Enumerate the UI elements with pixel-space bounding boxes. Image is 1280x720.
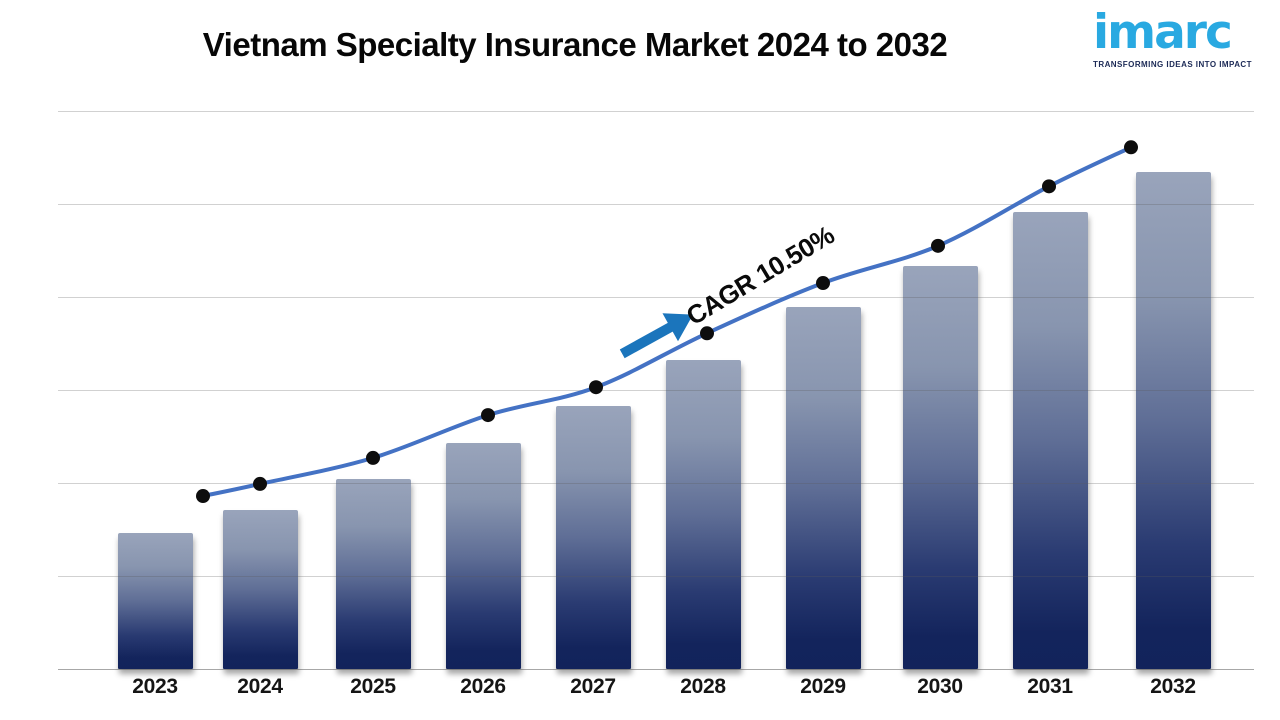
bar-2028 <box>665 360 741 669</box>
bar-2032 <box>1135 172 1211 669</box>
line-marker-2023 <box>196 489 210 504</box>
x-axis-label-2030: 2030 <box>917 675 963 698</box>
gridline <box>58 390 1254 391</box>
line-marker-2027 <box>589 380 603 395</box>
gridline <box>58 576 1254 577</box>
line-marker-2030 <box>931 238 945 253</box>
x-axis-label-2031: 2031 <box>1027 675 1073 698</box>
x-axis-label-2028: 2028 <box>680 675 726 698</box>
bar-2024 <box>222 510 298 669</box>
imarc-wordmark: imarc <box>1093 5 1233 60</box>
x-axis-baseline <box>58 669 1254 670</box>
chart-title: Vietnam Specialty Insurance Market 2024 … <box>202 26 948 63</box>
x-axis-label-2026: 2026 <box>460 675 506 698</box>
bar-2025 <box>335 479 411 669</box>
bar-2026 <box>445 443 521 669</box>
imarc-logo: imarc TRANSFORMING IDEAS INTO IMPACT <box>1093 4 1258 69</box>
line-marker-2031 <box>1042 179 1056 194</box>
line-marker-2029 <box>816 276 830 291</box>
x-axis-label-2032: 2032 <box>1150 675 1196 698</box>
x-axis-label-2029: 2029 <box>800 675 846 698</box>
x-axis-label-2024: 2024 <box>237 675 283 698</box>
bar-2031 <box>1012 212 1088 669</box>
imarc-tagline: TRANSFORMING IDEAS INTO IMPACT <box>1093 60 1252 69</box>
line-marker-2025 <box>366 450 380 465</box>
bar-2027 <box>555 406 631 669</box>
x-axis-label-2023: 2023 <box>132 675 178 698</box>
x-axis-label-2025: 2025 <box>350 675 396 698</box>
gridline <box>58 111 1254 112</box>
bar-2029 <box>785 307 861 669</box>
line-marker-2026 <box>481 408 495 423</box>
gridline <box>58 204 1254 205</box>
gridline <box>58 483 1254 484</box>
x-axis-label-2027: 2027 <box>570 675 616 698</box>
line-marker-2032 <box>1124 140 1138 155</box>
gridline <box>58 297 1254 298</box>
bar-2023 <box>117 533 193 669</box>
bar-2030 <box>902 266 978 669</box>
